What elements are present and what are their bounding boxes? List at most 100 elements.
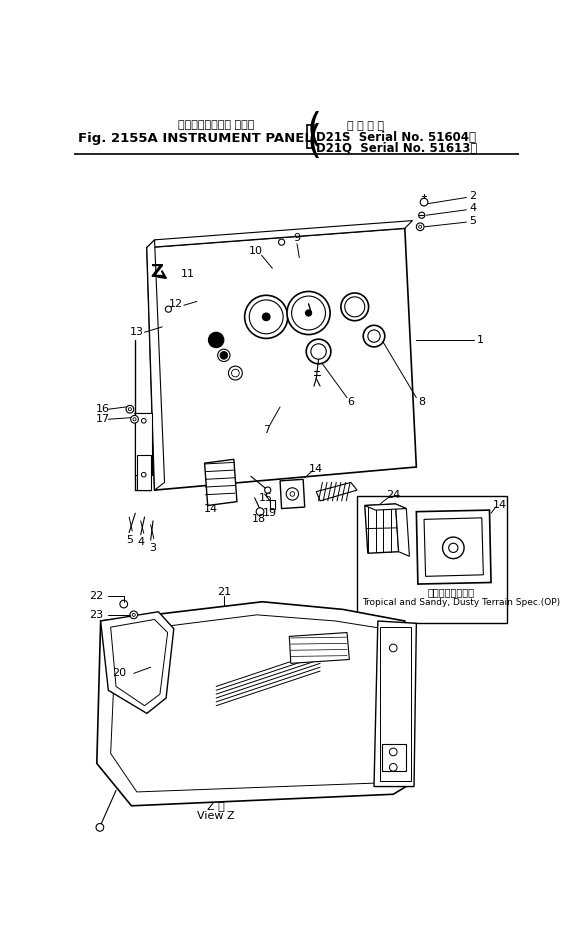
Polygon shape [110, 619, 168, 706]
Circle shape [256, 508, 264, 515]
Text: 23: 23 [89, 610, 103, 619]
Circle shape [344, 297, 365, 317]
Circle shape [120, 601, 128, 608]
Text: Tropical and Sandy, Dusty Terrain Spec.(OP): Tropical and Sandy, Dusty Terrain Spec.(… [362, 598, 561, 607]
Text: Z: Z [150, 263, 164, 281]
Text: View Z: View Z [197, 811, 235, 821]
Text: 2: 2 [469, 191, 476, 201]
Text: 14: 14 [203, 504, 218, 513]
Text: 12: 12 [169, 299, 183, 308]
Circle shape [228, 366, 242, 380]
Text: 18: 18 [251, 514, 265, 525]
Bar [135, 413, 152, 475]
Text: 24: 24 [386, 491, 401, 500]
Circle shape [418, 226, 422, 228]
Text: 5: 5 [469, 215, 476, 226]
Text: Z 瀏: Z 瀏 [208, 801, 225, 811]
Polygon shape [290, 633, 349, 664]
Circle shape [363, 325, 385, 347]
Circle shape [133, 417, 136, 421]
Text: 1: 1 [477, 335, 484, 345]
Text: (: ( [307, 123, 322, 161]
Circle shape [305, 310, 312, 316]
Text: 7: 7 [262, 425, 270, 435]
Bar [357, 496, 507, 623]
Circle shape [232, 369, 239, 377]
Polygon shape [395, 504, 409, 556]
Text: 9: 9 [294, 233, 301, 243]
Circle shape [249, 300, 283, 334]
Text: D21S  Serial No. 51604～: D21S Serial No. 51604～ [316, 132, 476, 144]
Polygon shape [97, 602, 413, 806]
Text: D21Q  Serial No. 51613～: D21Q Serial No. 51613～ [316, 142, 477, 155]
Polygon shape [365, 504, 399, 554]
Circle shape [449, 543, 458, 553]
Text: 14: 14 [493, 500, 507, 509]
Polygon shape [424, 518, 483, 576]
Ellipse shape [186, 689, 201, 699]
Text: インスツルメント パネル: インスツルメント パネル [178, 120, 254, 131]
Polygon shape [147, 228, 416, 490]
Text: 11: 11 [181, 270, 195, 279]
Text: (: ( [307, 111, 322, 149]
Circle shape [218, 349, 230, 362]
Bar [380, 627, 411, 781]
Circle shape [292, 296, 325, 330]
Ellipse shape [184, 707, 225, 735]
Text: 通 用 号 機: 通 用 号 機 [347, 121, 384, 132]
Circle shape [220, 352, 228, 359]
Ellipse shape [163, 672, 223, 716]
Text: 5: 5 [127, 535, 134, 545]
Circle shape [126, 405, 134, 413]
Circle shape [130, 611, 138, 619]
Circle shape [341, 293, 369, 321]
Polygon shape [365, 504, 406, 510]
Polygon shape [280, 479, 305, 509]
Polygon shape [110, 615, 401, 791]
Polygon shape [205, 460, 237, 506]
Polygon shape [147, 221, 413, 247]
Text: 19: 19 [263, 509, 277, 518]
Circle shape [96, 823, 103, 831]
Circle shape [262, 313, 270, 321]
Text: Fig. 2155A INSTRUMENT PANEL: Fig. 2155A INSTRUMENT PANEL [77, 132, 313, 145]
Ellipse shape [171, 679, 216, 710]
Text: 熱帯、砂尘地仕様: 熱帯、砂尘地仕様 [428, 587, 475, 597]
Text: 13: 13 [130, 327, 144, 337]
Circle shape [420, 198, 428, 206]
Circle shape [165, 306, 172, 312]
Polygon shape [416, 510, 491, 584]
Circle shape [311, 344, 326, 359]
Circle shape [390, 748, 397, 756]
Polygon shape [316, 482, 357, 501]
Circle shape [244, 295, 288, 338]
Text: 17: 17 [96, 415, 110, 424]
Circle shape [290, 492, 295, 496]
Circle shape [279, 239, 285, 245]
Text: 22: 22 [88, 591, 103, 602]
Circle shape [132, 613, 135, 617]
Circle shape [306, 339, 331, 364]
Circle shape [142, 418, 146, 423]
Text: 4: 4 [469, 203, 476, 213]
Circle shape [142, 473, 146, 477]
Text: 14: 14 [309, 463, 323, 474]
Text: 10: 10 [249, 246, 263, 257]
Circle shape [131, 415, 138, 423]
Circle shape [286, 488, 298, 500]
Bar [381, 744, 406, 771]
Polygon shape [101, 612, 174, 713]
Circle shape [265, 487, 271, 494]
Text: 16: 16 [96, 404, 110, 415]
Polygon shape [374, 621, 416, 787]
Text: 8: 8 [418, 397, 425, 406]
Circle shape [390, 644, 397, 651]
Circle shape [128, 408, 131, 411]
Ellipse shape [190, 713, 219, 730]
Circle shape [287, 291, 330, 335]
Polygon shape [147, 240, 165, 490]
Circle shape [390, 763, 397, 771]
Text: 4: 4 [138, 538, 145, 547]
Text: 3: 3 [149, 542, 155, 553]
Bar [137, 456, 151, 490]
